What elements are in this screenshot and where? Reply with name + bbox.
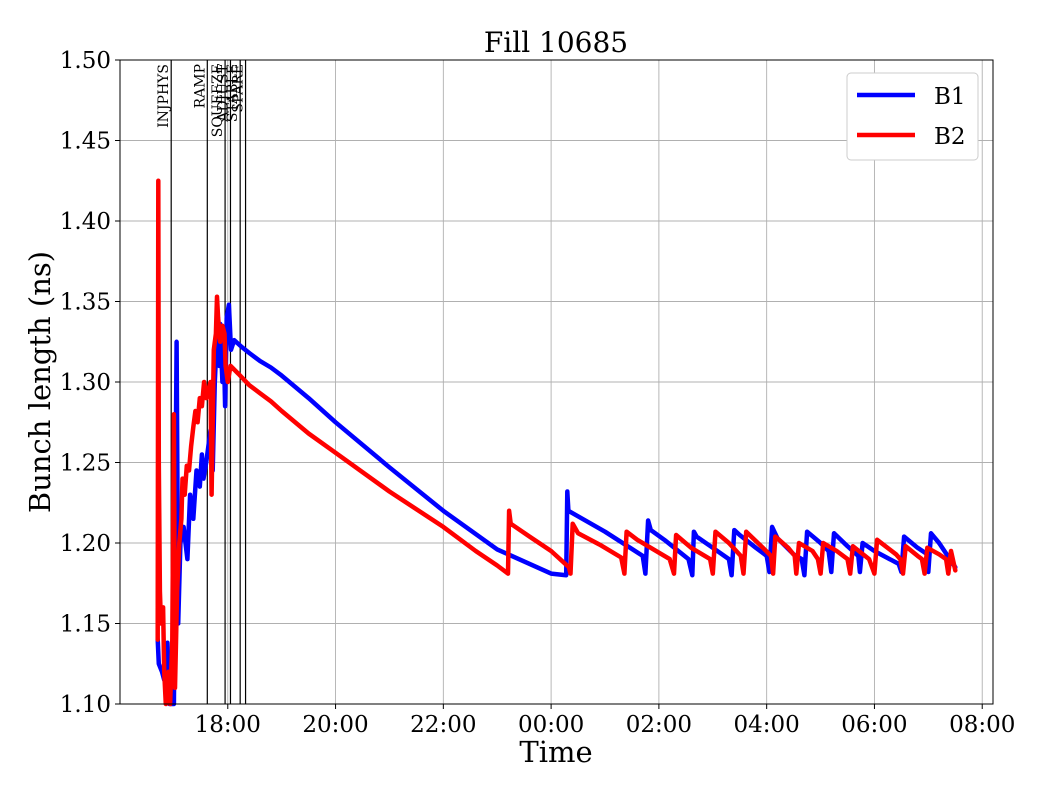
phase-label-ramp: RAMP: [192, 64, 208, 108]
y-tick-label: 1.50: [60, 48, 111, 74]
y-tick-label: 1.35: [60, 290, 111, 316]
y-tick-label: 1.25: [60, 451, 111, 477]
y-tick-label: 1.40: [60, 209, 111, 235]
legend-label-b1: B1: [934, 84, 966, 110]
phase-label-stable: STABLE: [225, 64, 241, 122]
x-tick-label: 02:00: [626, 712, 692, 738]
x-tick-label: 06:00: [841, 712, 907, 738]
series-line-b1: [155, 302, 958, 707]
grid: [120, 59, 993, 705]
x-tick-label: 04:00: [734, 712, 800, 738]
y-tick-label: 1.20: [60, 531, 111, 557]
series-lines: [155, 178, 958, 707]
y-tick-label: 1.15: [60, 612, 111, 638]
x-tick-label: 00:00: [518, 712, 584, 738]
phase-label-spare: SPARE: [231, 64, 247, 113]
phase-label-injphys: INJPHYS: [156, 64, 172, 128]
x-tick-label: 18:00: [195, 712, 261, 738]
phase-label-squeeze: SQUEEZE: [210, 64, 226, 137]
x-tick-label: 08:00: [949, 712, 1015, 738]
axis-ticks: 1.10 1.15 1.20 1.25 1.30 1.35 1.40 1.45 1.50 18:0…: [60, 48, 1016, 738]
phase-label-adjust: ADJUST: [215, 63, 231, 122]
y-tick-label: 1.10: [60, 692, 111, 718]
legend-label-b2: B2: [934, 124, 966, 150]
y-tick-label: 1.30: [60, 370, 111, 396]
y-tick-label: 1.45: [60, 129, 111, 155]
x-tick-label: 20:00: [302, 712, 368, 738]
chart-title: Fill 10685: [484, 26, 628, 59]
x-axis-label: Time: [519, 735, 592, 769]
y-axis-label: Bunch length (ns): [23, 251, 57, 513]
legend: B1 B2: [846, 72, 979, 161]
x-tick-label: 22:00: [410, 712, 476, 738]
series-line-b2: [155, 178, 958, 707]
